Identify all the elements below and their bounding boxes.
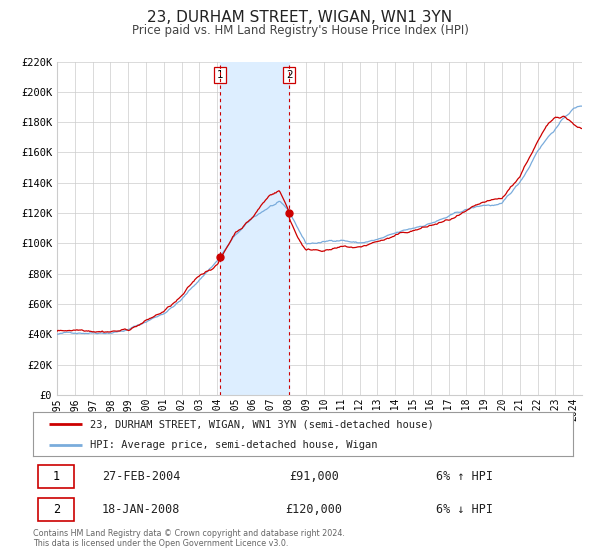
Text: 1: 1: [217, 70, 223, 80]
Text: This data is licensed under the Open Government Licence v3.0.: This data is licensed under the Open Gov…: [33, 539, 289, 548]
Text: 6% ↑ HPI: 6% ↑ HPI: [437, 470, 493, 483]
Text: 6% ↓ HPI: 6% ↓ HPI: [437, 503, 493, 516]
FancyBboxPatch shape: [38, 465, 74, 488]
Text: £91,000: £91,000: [289, 470, 339, 483]
Text: 23, DURHAM STREET, WIGAN, WN1 3YN (semi-detached house): 23, DURHAM STREET, WIGAN, WN1 3YN (semi-…: [90, 419, 433, 429]
Bar: [220, 62, 289, 395]
Text: 1: 1: [53, 470, 60, 483]
Text: Contains HM Land Registry data © Crown copyright and database right 2024.: Contains HM Land Registry data © Crown c…: [33, 529, 345, 538]
Text: HPI: Average price, semi-detached house, Wigan: HPI: Average price, semi-detached house,…: [90, 440, 377, 450]
Text: 2: 2: [53, 503, 60, 516]
Text: £120,000: £120,000: [286, 503, 342, 516]
Text: 18-JAN-2008: 18-JAN-2008: [102, 503, 180, 516]
Text: 23, DURHAM STREET, WIGAN, WN1 3YN: 23, DURHAM STREET, WIGAN, WN1 3YN: [148, 10, 452, 25]
FancyBboxPatch shape: [38, 498, 74, 521]
Text: 2: 2: [286, 70, 293, 80]
Text: 27-FEB-2004: 27-FEB-2004: [102, 470, 180, 483]
Text: Price paid vs. HM Land Registry's House Price Index (HPI): Price paid vs. HM Land Registry's House …: [131, 24, 469, 36]
